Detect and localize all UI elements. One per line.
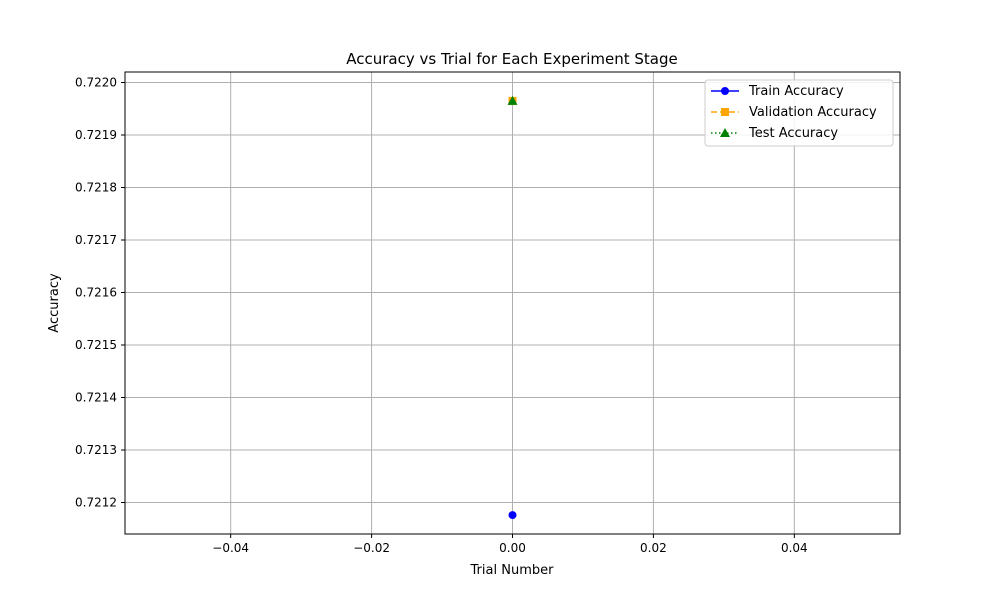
data-marks — [507, 95, 518, 520]
x-tick-label: 0.02 — [640, 541, 667, 555]
legend-validation-accuracy-label: Validation Accuracy — [749, 105, 877, 120]
x-tick-label: −0.02 — [353, 541, 390, 555]
test-accuracy-point — [507, 95, 518, 105]
y-tick-label: 0.7216 — [75, 286, 117, 300]
y-tick-label: 0.7213 — [75, 443, 117, 457]
x-tick-label: 0.00 — [499, 541, 526, 555]
y-tick-label: 0.7220 — [75, 76, 117, 90]
x-tick-label: 0.04 — [781, 541, 808, 555]
x-axis-ticks: −0.04 −0.02 0.00 0.02 0.04 — [212, 534, 808, 555]
y-tick-label: 0.7215 — [75, 338, 117, 352]
y-axis-ticks: 0.7212 0.7213 0.7214 0.7215 0.7216 0.7217 0.72… — [75, 76, 125, 510]
legend-test-accuracy-label: Test Accuracy — [748, 126, 838, 141]
legend-test-accuracy-marker — [720, 128, 730, 137]
x-tick-label: −0.04 — [212, 541, 249, 555]
legend: Train Accuracy Validation Accuracy Test Ac… — [704, 79, 894, 147]
y-tick-label: 0.7218 — [75, 181, 117, 195]
y-axis-label: Accuracy — [47, 273, 62, 333]
grid — [125, 72, 900, 534]
legend-train-accuracy-marker — [721, 87, 729, 95]
y-tick-label: 0.7219 — [75, 128, 117, 142]
x-axis-label: Trial Number — [470, 563, 555, 578]
y-tick-label: 0.7214 — [75, 391, 117, 405]
y-tick-label: 0.7217 — [75, 233, 117, 247]
y-tick-label: 0.7212 — [75, 496, 117, 510]
legend-train-accuracy-label: Train Accuracy — [748, 84, 844, 99]
legend-validation-accuracy-marker — [721, 108, 729, 116]
chart-title: Accuracy vs Trial for Each Experiment St… — [346, 50, 678, 68]
train-accuracy-point — [508, 511, 517, 520]
legend-box — [704, 79, 894, 147]
